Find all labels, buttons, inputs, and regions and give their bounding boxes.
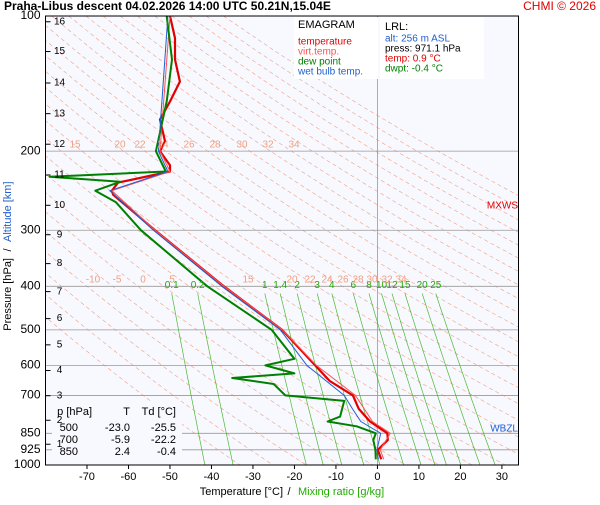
table-cell: 700 bbox=[60, 434, 78, 446]
x-tick-label: -60 bbox=[121, 471, 137, 483]
adiabat-label: 34 bbox=[288, 140, 300, 151]
altitude-tick-label: 5 bbox=[57, 339, 63, 350]
altitude-tick-label: 13 bbox=[54, 108, 66, 119]
altitude-tick-label: 15 bbox=[54, 46, 66, 57]
table-header: T bbox=[123, 406, 130, 418]
adiabat-label: 28 bbox=[352, 275, 364, 286]
adiabat-label: 24 bbox=[321, 275, 333, 286]
x-tick-label: 0 bbox=[374, 471, 380, 483]
y-tick-label: 300 bbox=[20, 222, 40, 236]
altitude-tick-label: 10 bbox=[54, 200, 66, 211]
x-axis-label: Temperature [°C] bbox=[200, 486, 283, 498]
lrl-title: LRL: bbox=[385, 21, 408, 33]
x-axis-separator: / bbox=[287, 486, 291, 498]
adiabat-label: 32 bbox=[381, 275, 393, 286]
altitude-tick-label: 12 bbox=[54, 139, 66, 150]
x-tick-label: 20 bbox=[454, 471, 466, 483]
y-tick-label: 400 bbox=[20, 278, 40, 292]
altitude-tick-label: 16 bbox=[54, 16, 66, 27]
adiabat-label: 5 bbox=[169, 275, 175, 286]
table-cell: 2.4 bbox=[115, 446, 130, 458]
altitude-tick-label: 7 bbox=[57, 286, 63, 297]
altitude-tick-label: 8 bbox=[57, 258, 63, 269]
table-cell: 850 bbox=[60, 446, 78, 458]
adiabat-label: 0 bbox=[140, 275, 146, 286]
adiabat-label: 32 bbox=[262, 140, 274, 151]
adiabat-label: 26 bbox=[183, 140, 195, 151]
adiabat-label: 26 bbox=[337, 275, 349, 286]
legend-entry: wet bulb temp. bbox=[297, 67, 363, 78]
altitude-tick-label: 3 bbox=[57, 390, 63, 401]
adiabat-label: 15 bbox=[242, 275, 254, 286]
mixing-ratio-label: 0.2 bbox=[191, 280, 205, 291]
adiabat-label: 30 bbox=[366, 275, 378, 286]
table-cell: -22.2 bbox=[151, 434, 176, 446]
credit: CHMI © 2026 bbox=[523, 0, 596, 13]
x-tick-label: 30 bbox=[496, 471, 508, 483]
table-cell: -0.4 bbox=[157, 446, 176, 458]
x-tick-label: -70 bbox=[79, 471, 95, 483]
table-header: p [hPa] bbox=[57, 406, 92, 418]
mixing-ratio-label: 1 bbox=[262, 280, 268, 291]
altitude-tick-label: 9 bbox=[57, 229, 63, 240]
mixing-ratio-label: 20 bbox=[417, 280, 429, 291]
x-tick-label: -40 bbox=[204, 471, 220, 483]
y-tick-label: 600 bbox=[20, 358, 40, 372]
adiabat-label: 28 bbox=[209, 140, 221, 151]
adiabat-label: 15 bbox=[69, 140, 81, 151]
x-tick-label: -10 bbox=[328, 471, 344, 483]
y-tick-label: 1000 bbox=[14, 457, 41, 471]
y-tick-label: 850 bbox=[20, 425, 40, 439]
x-tick-label: -30 bbox=[245, 471, 261, 483]
x-tick-label: -50 bbox=[162, 471, 178, 483]
y-tick-label: 700 bbox=[20, 388, 40, 402]
annotation: WBZL bbox=[490, 423, 518, 434]
mixing-ratio-label: 25 bbox=[430, 280, 442, 291]
lrl-dwpt: dwpt: -0.4 °C bbox=[385, 64, 443, 75]
x-tick-label: -20 bbox=[286, 471, 302, 483]
table-header: Td [°C] bbox=[142, 406, 176, 418]
y-tick-label: 200 bbox=[20, 143, 40, 157]
adiabat-label: -10 bbox=[86, 275, 101, 286]
y-tick-label: 500 bbox=[20, 322, 40, 336]
x-axis-label-2: Mixing ratio [g/kg] bbox=[298, 486, 384, 498]
adiabat-label: 20 bbox=[286, 275, 298, 286]
adiabat-label: 22 bbox=[304, 275, 316, 286]
chart-title: Praha-Libus descent 04.02.2026 14:00 UTC… bbox=[4, 0, 331, 13]
y-axis-label-2: Altitude [km] bbox=[2, 181, 14, 242]
y-tick-label: 100 bbox=[20, 8, 40, 22]
adiabat-label: 30 bbox=[236, 140, 248, 151]
altitude-tick-label: 4 bbox=[57, 365, 63, 376]
y-axis-separator: / bbox=[2, 248, 14, 252]
adiabat-label: 24 bbox=[157, 140, 169, 151]
altitude-tick-label: 14 bbox=[54, 78, 66, 89]
y-axis-label: Pressure [hPa] bbox=[2, 258, 14, 331]
y-tick-label: 925 bbox=[20, 442, 40, 456]
table-cell: -5.9 bbox=[111, 434, 130, 446]
annotation: MXWS bbox=[487, 201, 518, 212]
altitude-tick-label: 11 bbox=[54, 170, 65, 181]
legend-title: EMAGRAM bbox=[298, 19, 355, 31]
table-cell: -23.0 bbox=[105, 422, 130, 434]
adiabat-label: 20 bbox=[114, 140, 126, 151]
table-cell: -25.5 bbox=[151, 422, 176, 434]
x-tick-label: 10 bbox=[413, 471, 425, 483]
adiabat-label: 34 bbox=[395, 275, 407, 286]
adiabat-label: 22 bbox=[134, 140, 146, 151]
altitude-tick-label: 6 bbox=[57, 313, 63, 324]
adiabat-label: -5 bbox=[113, 275, 122, 286]
table-cell: 500 bbox=[60, 422, 78, 434]
